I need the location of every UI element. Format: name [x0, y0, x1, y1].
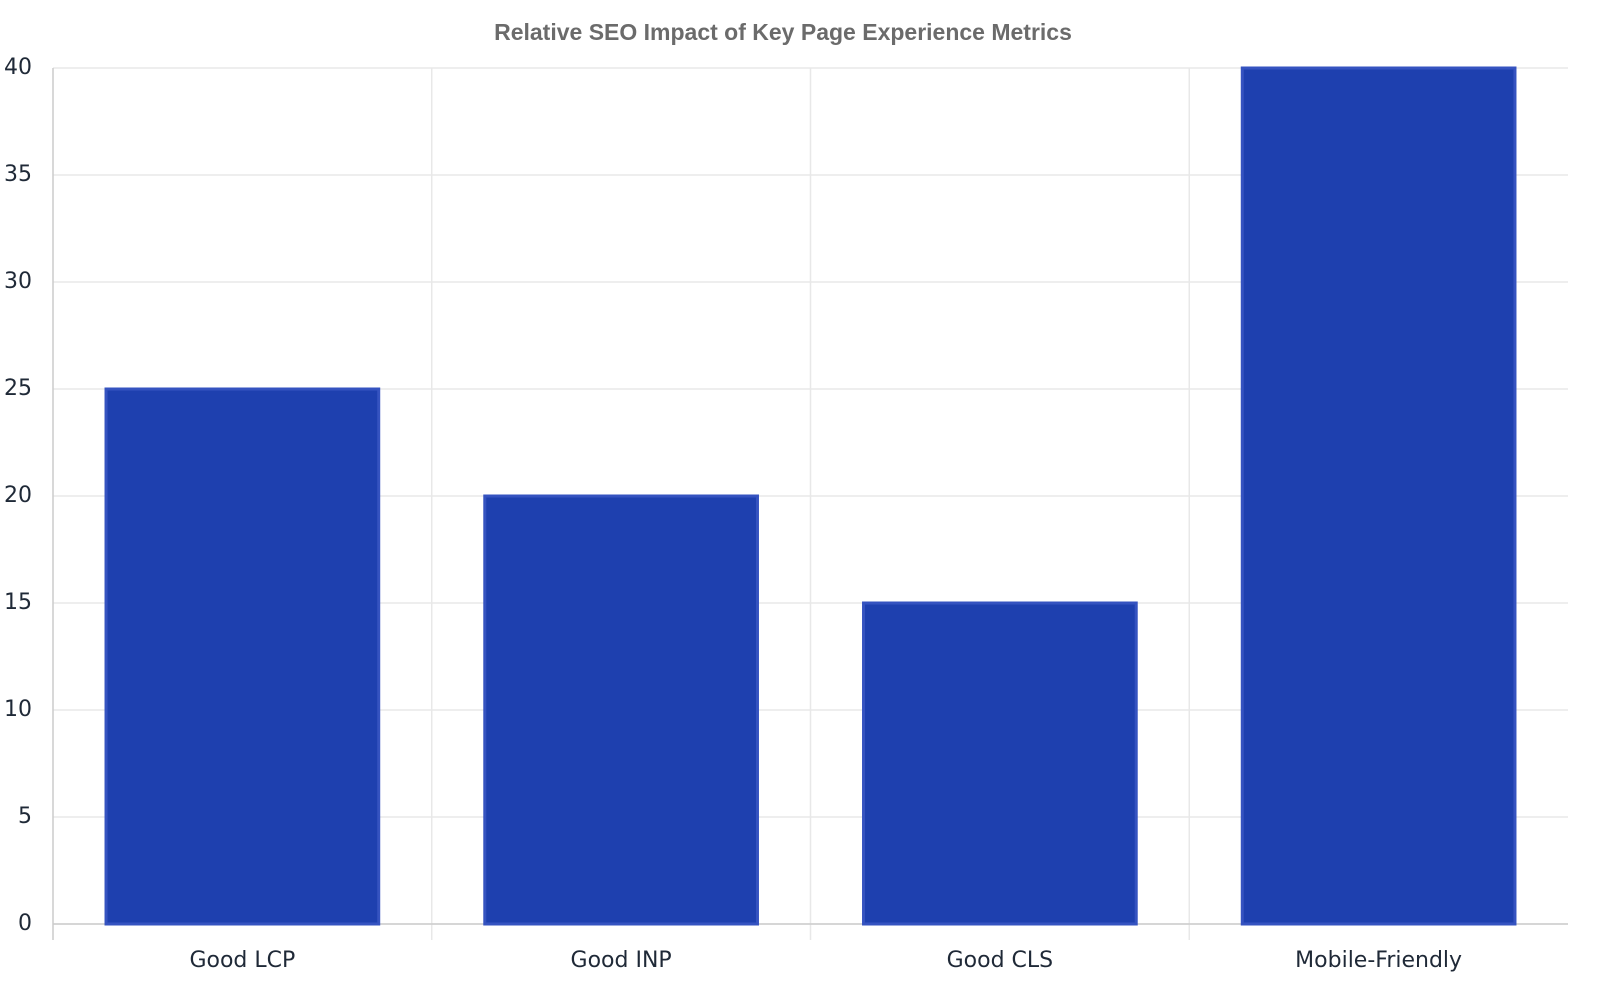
x-tick-label: Mobile-Friendly [1295, 948, 1462, 973]
y-tick-label: 10 [4, 697, 32, 722]
y-tick-label: 25 [4, 376, 32, 401]
y-tick-label: 30 [4, 269, 32, 294]
bar [483, 494, 759, 926]
y-tick-label: 20 [4, 483, 32, 508]
bar [104, 387, 381, 926]
y-tick-label: 35 [4, 162, 32, 187]
y-tick-label: 5 [18, 804, 32, 829]
x-tick-label: Good INP [571, 948, 672, 973]
bar [862, 601, 1138, 926]
y-tick-label: 15 [4, 590, 32, 615]
x-tick-label: Good LCP [189, 948, 295, 973]
y-tick-label: 0 [18, 911, 32, 936]
bar [1240, 66, 1517, 926]
y-tick-label: 40 [4, 55, 32, 80]
chart-title: Relative SEO Impact of Key Page Experien… [494, 19, 1072, 45]
x-tick-label: Good CLS [947, 948, 1054, 973]
